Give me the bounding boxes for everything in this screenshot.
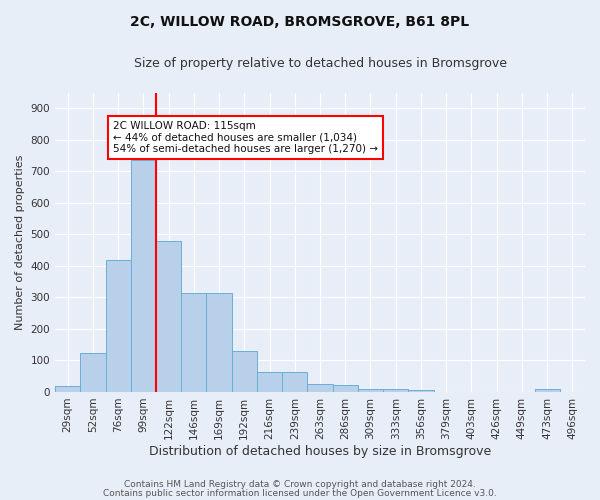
Bar: [307, 384, 332, 392]
Bar: [257, 372, 282, 392]
Bar: [55, 386, 80, 392]
Bar: [232, 351, 257, 392]
Text: Contains HM Land Registry data © Crown copyright and database right 2024.: Contains HM Land Registry data © Crown c…: [124, 480, 476, 489]
Text: Contains public sector information licensed under the Open Government Licence v3: Contains public sector information licen…: [103, 488, 497, 498]
X-axis label: Distribution of detached houses by size in Bromsgrove: Distribution of detached houses by size …: [149, 444, 491, 458]
Text: 2C, WILLOW ROAD, BROMSGROVE, B61 8PL: 2C, WILLOW ROAD, BROMSGROVE, B61 8PL: [130, 15, 470, 29]
Bar: [181, 292, 206, 392]
Bar: [332, 385, 358, 392]
Bar: [206, 292, 232, 392]
Bar: [409, 390, 434, 392]
Bar: [156, 240, 181, 392]
Bar: [358, 389, 383, 392]
Text: 2C WILLOW ROAD: 115sqm
← 44% of detached houses are smaller (1,034)
54% of semi-: 2C WILLOW ROAD: 115sqm ← 44% of detached…: [113, 121, 378, 154]
Title: Size of property relative to detached houses in Bromsgrove: Size of property relative to detached ho…: [134, 58, 506, 70]
Bar: [80, 352, 106, 392]
Bar: [383, 389, 409, 392]
Bar: [131, 160, 156, 392]
Bar: [282, 372, 307, 392]
Bar: [535, 389, 560, 392]
Bar: [106, 260, 131, 392]
Y-axis label: Number of detached properties: Number of detached properties: [15, 154, 25, 330]
